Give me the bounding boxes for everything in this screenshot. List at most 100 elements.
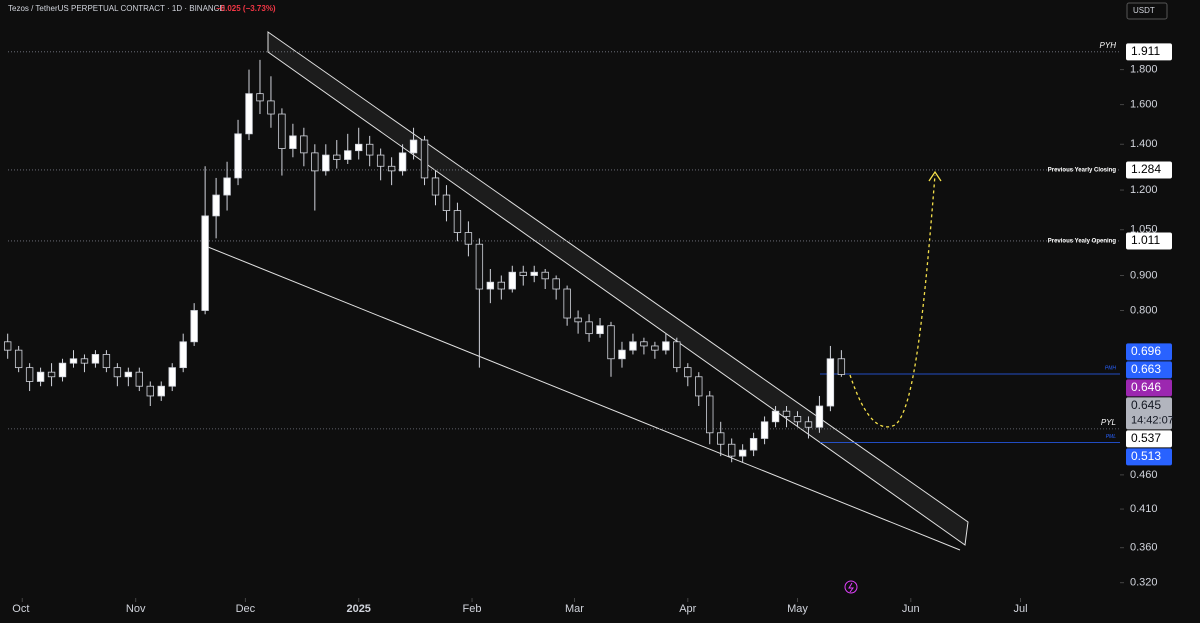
candle-body: [201, 215, 209, 311]
candle-body: [190, 310, 198, 343]
candle-body: [804, 421, 813, 428]
candle-body: [113, 367, 122, 378]
candle-body: [486, 281, 495, 290]
candle-body: [530, 271, 538, 276]
candle-body: [289, 135, 297, 149]
candle-body: [135, 371, 144, 387]
candle-body: [267, 100, 275, 115]
candle-body: [793, 416, 802, 423]
candle-body: [464, 232, 473, 245]
level-label: PYL: [1101, 418, 1116, 427]
currency[interactable]: USDT: [1133, 6, 1155, 15]
candle-body: [25, 367, 34, 382]
x-tick-label: 2025: [346, 603, 370, 615]
candle-body: [618, 349, 626, 360]
price-tag-label: 0.696: [1131, 344, 1161, 358]
candle-body: [69, 358, 78, 364]
candle-body: [815, 405, 824, 428]
candle-body: [344, 150, 352, 160]
price-tag: [1126, 161, 1172, 179]
candle-body: [497, 281, 506, 290]
candle-body: [673, 341, 681, 369]
candle-body: [826, 358, 835, 407]
candle-body: [234, 133, 242, 179]
change: −0.025 (−3.73%): [216, 4, 276, 13]
y-tick-label: 0.410: [1130, 503, 1158, 515]
price-tag-label: 1.011: [1131, 233, 1160, 247]
currency-button[interactable]: [1126, 2, 1168, 20]
x-tick-label: Dec: [236, 603, 256, 615]
x-tick-label: Apr: [679, 603, 696, 615]
y-tick-label: 1.800: [1130, 64, 1158, 76]
wedge-line: [202, 244, 961, 551]
candle-body: [14, 349, 23, 369]
candle-body: [629, 341, 637, 351]
x-tick-label: Feb: [463, 603, 482, 615]
candle-body: [365, 143, 374, 156]
projection-arrow: [928, 170, 942, 182]
price-tag-label: 1.284: [1131, 162, 1161, 176]
candle-body: [409, 139, 418, 154]
candle-body: [47, 371, 56, 378]
event-bolt: [848, 582, 854, 593]
candle-body: [585, 321, 593, 335]
candle-body: [256, 93, 264, 102]
candle-body: [179, 341, 187, 369]
countdown: 14:42:07: [1131, 414, 1174, 426]
candle-body: [300, 135, 308, 154]
candle-body: [552, 278, 560, 290]
y-tick-label: 0.800: [1130, 304, 1158, 316]
candle-body: [662, 341, 670, 351]
candle-body: [508, 271, 516, 290]
candle-body: [80, 358, 89, 364]
candle-body: [771, 410, 780, 423]
candle-body: [278, 113, 286, 149]
candle-body: [684, 367, 692, 378]
y-tick-label: 1.400: [1130, 138, 1158, 150]
price-axis: [1120, 0, 1200, 623]
price-tag: [1126, 232, 1172, 250]
candle-body: [311, 152, 319, 172]
x-tick-label: Nov: [126, 603, 146, 615]
x-tick-label: Oct: [12, 603, 29, 615]
candle-body: [519, 271, 527, 276]
candle-body: [36, 371, 45, 382]
x-tick-label: Jul: [1013, 603, 1027, 615]
candle-body: [146, 385, 154, 397]
candle-body: [387, 165, 396, 172]
candle-body: [541, 271, 549, 280]
candle-body: [749, 438, 758, 451]
x-tick-label: May: [787, 603, 808, 615]
price-tag-label: 0.537: [1131, 431, 1161, 445]
candle-body: [640, 341, 648, 347]
symbol: Tezos / TetherUS PERPETUAL CONTRACT · 1D…: [8, 4, 225, 13]
candle-body: [58, 362, 67, 378]
candle-body: [398, 152, 407, 172]
candle-body: [782, 410, 791, 417]
projection: [849, 174, 936, 428]
candle-body: [431, 177, 440, 196]
candle-body: [695, 376, 703, 397]
candle-body: [322, 154, 330, 172]
price-tag: [1126, 361, 1172, 379]
y-tick-label: 0.460: [1130, 469, 1158, 481]
candle-body: [102, 354, 111, 369]
candle-body: [212, 194, 220, 217]
event-icon[interactable]: [844, 580, 858, 594]
y-tick-label: 1.600: [1130, 99, 1158, 111]
x-tick-label: Mar: [565, 603, 584, 615]
candle-body: [607, 325, 615, 360]
price-tag: [1126, 430, 1172, 448]
candle-body: [837, 358, 846, 375]
level-label: Previous Yealy Opening: [1048, 239, 1117, 245]
candle-body: [738, 449, 747, 457]
price-tag: [1126, 448, 1172, 466]
candle-body: [760, 421, 769, 439]
y-tick-label: 0.900: [1130, 269, 1158, 281]
candle-body: [376, 154, 385, 167]
candle-body: [651, 345, 659, 351]
price-tag-label: 0.645: [1131, 398, 1161, 412]
candle-body: [168, 367, 176, 387]
price-tag-label: 1.911: [1131, 44, 1160, 58]
candle-body: [727, 443, 736, 457]
